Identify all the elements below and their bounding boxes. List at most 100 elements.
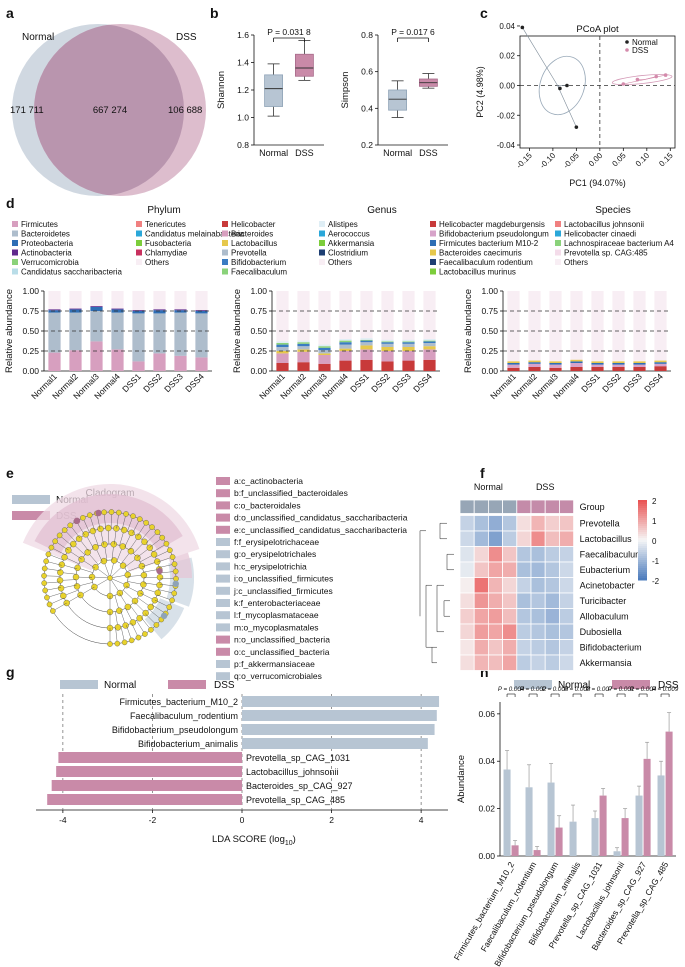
phylum-legend-label: Others <box>145 258 169 267</box>
phylum-bar-segment <box>195 313 208 358</box>
phylum-bar-segment <box>48 310 61 313</box>
phylum-legend-swatch <box>136 240 142 246</box>
cladogram-node <box>120 526 128 534</box>
cladogram-label: a:c_actinobacteria <box>234 476 303 486</box>
heatmap-cell <box>459 639 475 656</box>
abund-pvalue: P = 0.004 <box>498 686 525 693</box>
genus-bar-segment <box>402 360 415 371</box>
phylum-legend-label: Firmicutes <box>21 220 58 229</box>
phylum-bar-segment <box>48 309 61 311</box>
shannon-ytick-label: 1.0 <box>237 113 249 123</box>
cladogram-label-swatch <box>216 599 230 607</box>
cladogram-label-swatch <box>216 525 230 534</box>
heatmap-cell <box>516 577 532 594</box>
lda-bar-dss <box>58 752 243 763</box>
heatmap-scale-label: -1 <box>652 557 660 566</box>
species-legend-swatch <box>555 240 561 246</box>
cladogram-node-highlight <box>95 509 102 517</box>
cladogram-label: d:o_unclassified_candidatus_saccharibact… <box>234 513 408 523</box>
cladogram-legend-swatch-dss <box>12 511 50 520</box>
species-xtick-label: DSS2 <box>600 371 623 394</box>
heatmap-cell <box>559 592 575 609</box>
genus-bar-segment <box>360 338 373 340</box>
species-bar-segment <box>528 367 541 371</box>
cladogram-node <box>123 581 130 589</box>
genus-bar-segment <box>381 343 394 347</box>
genus-legend-swatch <box>319 221 325 227</box>
genus-bar-segment <box>423 340 436 342</box>
cladogram-label-swatch <box>216 672 230 681</box>
heatmap-group-cell <box>473 499 489 514</box>
heatmap-cell <box>502 515 518 532</box>
cladogram-node <box>154 529 161 535</box>
heatmap-scale-step <box>638 514 647 517</box>
genus-ylabel: Relative abundance <box>232 289 243 373</box>
cladogram-node <box>171 590 178 597</box>
cladogram-node <box>167 547 173 554</box>
genus-ytick-label: 0.50 <box>250 326 267 336</box>
heatmap-scale-step <box>638 512 647 515</box>
species-legend-swatch <box>430 268 436 275</box>
phylum-ytick-label: 0.00 <box>22 366 39 376</box>
simpson-box <box>388 89 408 111</box>
heatmap-scale-step <box>638 544 647 547</box>
cladogram-node <box>153 622 160 628</box>
cladogram-label: c:o_bacteroidales <box>234 500 301 510</box>
species-legend-swatch <box>430 230 436 237</box>
species-legend-swatch <box>555 230 561 237</box>
abund-bar-dss <box>533 850 541 856</box>
phylum-bar-segment <box>132 313 145 362</box>
cladogram-node <box>41 572 47 579</box>
heatmap-cell <box>530 577 546 594</box>
heatmap-scale-step <box>638 504 647 507</box>
heatmap-scale-step <box>638 576 647 579</box>
cladogram-node <box>166 604 173 610</box>
genus-bar-segment <box>423 349 436 360</box>
heatmap-scale-step <box>638 546 647 549</box>
cladogram-node <box>137 590 144 597</box>
heatmap-cell <box>473 592 489 609</box>
cladogram-sector-dss-inner <box>34 494 183 554</box>
pcoa-point-dss <box>663 73 668 77</box>
shannon-ytick-label: 1.6 <box>237 30 249 40</box>
genus-legend-label: Bifidobacterium <box>231 258 286 267</box>
abund-pvalue: P = 0.002 <box>520 686 547 693</box>
pcoa-point-normal <box>558 86 562 91</box>
genus-legend-swatch <box>222 268 228 275</box>
heatmap-scale-step <box>638 552 647 555</box>
heatmap-cell <box>487 608 503 625</box>
phylum-legend-label: Bacteroidetes <box>21 230 70 239</box>
heatmap-scale-label: 2 <box>652 497 657 506</box>
heatmap-cell <box>473 561 489 578</box>
genus-bar-segment <box>318 346 331 348</box>
species-legend-swatch <box>555 221 561 227</box>
phylum-ylabel: Relative abundance <box>4 289 15 373</box>
heatmap-cell <box>459 530 475 547</box>
heatmap-scale-step <box>638 560 647 563</box>
simpson-ytick-label: 0.2 <box>361 140 373 150</box>
cladogram-node <box>115 509 122 516</box>
genus-legend-label: Akkermansia <box>328 239 375 248</box>
cladogram-label-swatch <box>216 538 230 546</box>
heatmap-cell <box>487 654 503 671</box>
cladogram-label-swatch <box>216 611 230 620</box>
cladogram-node-highlight <box>172 580 179 587</box>
heatmap-scale-step <box>638 556 647 559</box>
pcoa-spider-normal <box>557 85 577 128</box>
cladogram-node <box>122 622 129 629</box>
species-bar-segment <box>528 360 541 363</box>
cladogram-label: b:f_unclassified_bacteroidales <box>234 488 348 498</box>
heatmap-group-cell <box>530 499 546 514</box>
cladogram-node <box>130 513 136 519</box>
abund-bar-normal <box>657 775 665 856</box>
genus-bar-segment <box>339 344 352 349</box>
phylum-legend-swatch <box>136 249 142 256</box>
genus-bar-segment <box>339 342 352 345</box>
abund-legend-dss: DSS <box>658 680 679 691</box>
species-bar-segment <box>507 363 520 365</box>
phylum-xtick-label: DSS3 <box>162 371 185 394</box>
genus-xtick-label: DSS3 <box>390 371 413 394</box>
heatmap-cell <box>502 592 518 609</box>
species-ytick-label: 0.75 <box>481 306 498 316</box>
cladogram-label-swatch <box>216 586 230 595</box>
